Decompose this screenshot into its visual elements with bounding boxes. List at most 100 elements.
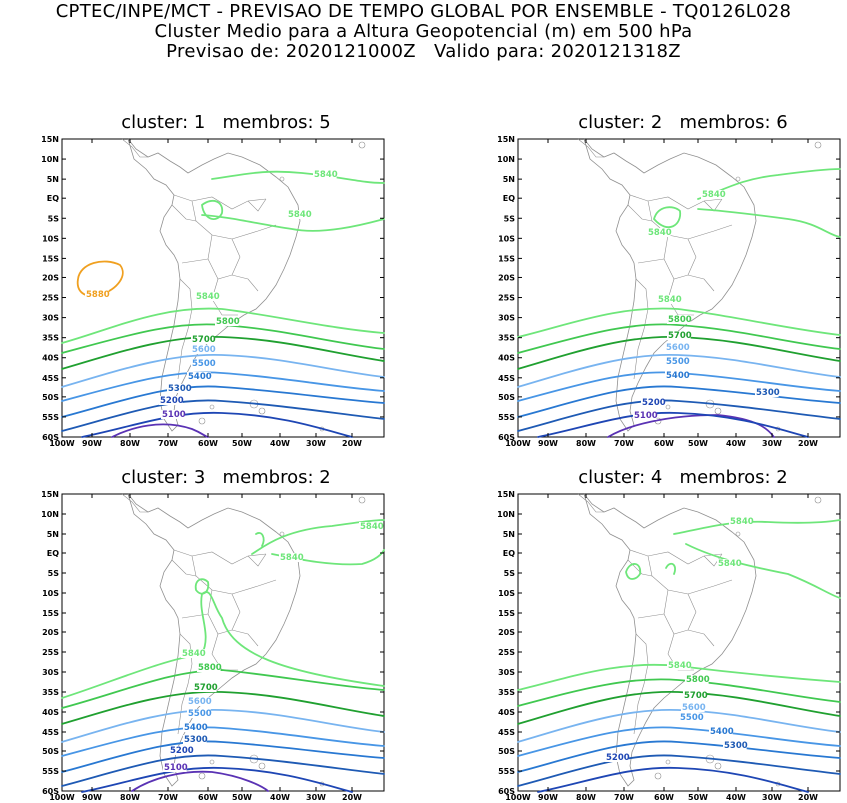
contour-label-5200: 5200 xyxy=(642,398,666,408)
contour-label-bg xyxy=(159,396,183,405)
contour-label-5100: 5100 xyxy=(634,411,658,421)
lat-label: 10S xyxy=(42,234,59,243)
contour-label-5840: 5840 xyxy=(314,170,338,180)
contour-label-bg xyxy=(181,649,205,658)
lon-label: 90W xyxy=(82,439,102,448)
country-border xyxy=(687,224,733,240)
lat-label: 10S xyxy=(498,589,515,598)
continent-outline xyxy=(583,138,757,432)
lon-label: 90W xyxy=(82,793,102,802)
lon-label: 70W xyxy=(158,793,178,802)
lat-label: 40S xyxy=(42,708,59,717)
country-border xyxy=(191,200,241,276)
lat-label: 55S xyxy=(498,767,515,776)
contour-label-5800: 5800 xyxy=(686,675,710,685)
contour-label-5700: 5700 xyxy=(684,691,708,701)
contour-5400 xyxy=(61,740,385,773)
contour-label-bg xyxy=(279,553,303,562)
contour-5200 xyxy=(81,766,353,793)
lat-label: 30S xyxy=(498,314,515,323)
contour-5100 xyxy=(607,414,775,438)
country-border xyxy=(173,549,267,565)
lat-label: EQ xyxy=(503,549,515,558)
lat-label: 45S xyxy=(42,728,59,737)
island-outline xyxy=(735,176,741,182)
country-border xyxy=(211,278,238,316)
lat-label: 5S xyxy=(48,569,60,578)
contour-label-5200: 5200 xyxy=(170,746,194,756)
country-border xyxy=(637,613,665,619)
contour-5840 xyxy=(61,307,385,344)
contour-5800 xyxy=(517,323,841,354)
lon-label: 30W xyxy=(762,439,782,448)
country-border xyxy=(173,194,267,210)
contour-5840 xyxy=(255,532,265,547)
contour-label-bg xyxy=(633,411,657,420)
contour-label-5500: 5500 xyxy=(188,709,212,719)
map-frame xyxy=(61,493,385,792)
contour-5800 xyxy=(517,678,841,707)
island-outline xyxy=(665,759,671,765)
panel-4-title: cluster: 4 membros: 2 xyxy=(578,467,788,488)
contour-label-bg xyxy=(679,713,703,722)
contour-label-5300: 5300 xyxy=(184,735,208,745)
contour-label-5840: 5840 xyxy=(718,559,742,569)
country-border xyxy=(181,613,209,619)
contour-label-5840: 5840 xyxy=(196,292,220,302)
country-border xyxy=(663,234,715,292)
lon-label: 50W xyxy=(232,793,252,802)
header-line-3: Previsao de: 2020121000Z Valido para: 20… xyxy=(166,41,681,62)
contour-label-5800: 5800 xyxy=(198,663,222,673)
lon-label: 60W xyxy=(654,793,674,802)
contour-label-5880: 5880 xyxy=(86,290,110,300)
island-outline xyxy=(814,496,822,504)
lat-label: 35S xyxy=(498,334,515,343)
contour-label-5800: 5800 xyxy=(668,315,692,325)
contour-label-bg xyxy=(683,691,707,700)
contour-label-bg xyxy=(197,663,221,672)
country-border xyxy=(687,579,733,595)
contour-label-5500: 5500 xyxy=(680,713,704,723)
island-outline xyxy=(814,141,822,149)
contour-label-bg xyxy=(665,357,689,366)
island-outline xyxy=(358,496,366,504)
lat-label: 15S xyxy=(42,609,59,618)
contour-5840 xyxy=(201,214,385,232)
lat-label: 5S xyxy=(48,214,60,223)
contour-label-bg xyxy=(755,388,779,397)
contour-label-bg xyxy=(191,345,215,354)
contour-5840 xyxy=(697,208,841,238)
contour-label-bg xyxy=(187,697,211,706)
island-outline xyxy=(209,404,215,410)
country-border xyxy=(171,204,197,222)
contour-label-bg xyxy=(85,290,109,299)
lat-label: 5N xyxy=(503,175,515,184)
contour-5200 xyxy=(81,411,353,438)
lat-label: 10N xyxy=(497,510,515,519)
lon-label: 20W xyxy=(342,793,362,802)
contour-5300 xyxy=(517,754,841,787)
lat-label: 35S xyxy=(42,688,59,697)
contour-label-5600: 5600 xyxy=(192,345,216,355)
contour-label-bg xyxy=(709,727,733,736)
country-border xyxy=(663,589,715,647)
lat-label: 15N xyxy=(497,490,515,499)
contour-5840 xyxy=(673,519,841,535)
contour-5600 xyxy=(517,708,841,743)
contour-label-5400: 5400 xyxy=(184,723,208,733)
country-border xyxy=(633,633,649,735)
island-outline xyxy=(735,531,741,537)
contour-5800 xyxy=(61,669,385,709)
lat-label: 55S xyxy=(42,767,59,776)
island-outline xyxy=(665,404,671,410)
contour-label-5600: 5600 xyxy=(682,703,706,713)
contour-label-5200: 5200 xyxy=(160,396,184,406)
lat-label: 15S xyxy=(498,609,515,618)
contour-label-5840: 5840 xyxy=(648,228,672,238)
country-border xyxy=(247,198,267,212)
lon-label: 50W xyxy=(688,793,708,802)
contour-label-bg xyxy=(647,228,671,237)
lat-label: EQ xyxy=(47,549,59,558)
contour-label-5300: 5300 xyxy=(168,384,192,394)
